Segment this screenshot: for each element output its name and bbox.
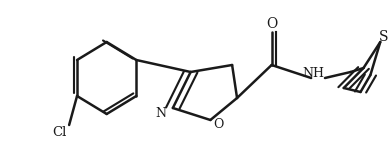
Text: NH: NH: [302, 67, 324, 80]
Text: O: O: [213, 119, 223, 131]
Text: Cl: Cl: [52, 127, 66, 140]
Text: S: S: [379, 30, 388, 44]
Text: N: N: [156, 106, 166, 119]
Text: O: O: [266, 17, 277, 31]
